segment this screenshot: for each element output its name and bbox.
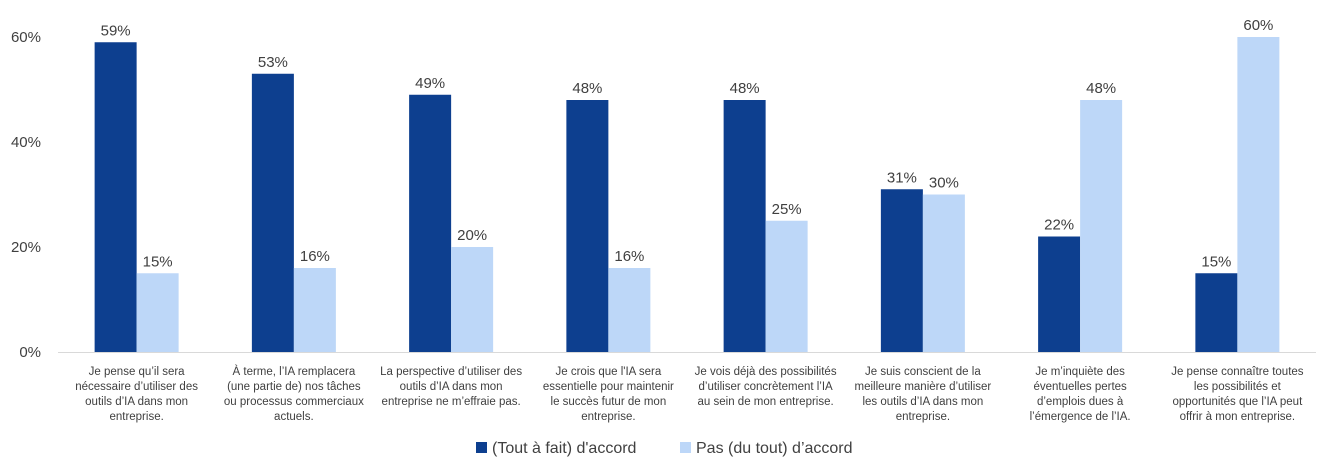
category-label-line: entreprise ne m’effraie pas. xyxy=(382,396,521,408)
data-label: 48% xyxy=(1086,80,1116,97)
category-label: Je pense qu’il sera nécessaire d’utiliser… xyxy=(75,366,198,423)
category-label-line: les outils d’IA dans mon xyxy=(862,396,983,408)
category-label-line: (une partie de) nos tâches xyxy=(227,381,361,393)
bar-disagree xyxy=(136,273,179,352)
data-label: 49% xyxy=(415,75,445,92)
category-label-line: entreprise. xyxy=(896,411,950,423)
bar-disagree xyxy=(608,268,651,352)
bar-disagree xyxy=(1237,37,1280,352)
y-tick-label: 60% xyxy=(11,29,41,46)
y-tick-label: 0% xyxy=(19,344,41,361)
category-label-line: nécessaire d’utiliser des xyxy=(75,381,198,393)
category-label-line: offrir à mon entreprise. xyxy=(1180,411,1295,423)
bar-agree xyxy=(723,100,766,352)
bar-agree xyxy=(1195,273,1238,352)
bar-agree xyxy=(880,189,923,352)
category-label-line: d’utiliser concrètement l’IA xyxy=(699,381,834,393)
y-tick-label: 40% xyxy=(11,134,41,151)
category-label-line: l’émergence de l’IA. xyxy=(1030,411,1131,423)
bar-agree xyxy=(251,73,294,352)
bar-agree xyxy=(1038,236,1081,352)
legend-swatch-disagree xyxy=(680,442,691,453)
category-label: À terme, l’IA remplacera (une partie de) … xyxy=(224,365,364,423)
data-label: 60% xyxy=(1243,17,1273,34)
data-label: 16% xyxy=(300,248,330,265)
legend-label-agree: (Tout à fait) d'accord xyxy=(492,440,636,457)
bar-disagree xyxy=(293,268,336,352)
category-label-line: À terme, l’IA remplacera xyxy=(233,365,356,378)
category-label-line: les possibilités et xyxy=(1194,381,1282,393)
bar-disagree xyxy=(451,247,494,352)
category-label-line: au sein de mon entreprise. xyxy=(698,396,834,408)
legend-label-disagree: Pas (du tout) d’accord xyxy=(696,440,853,457)
data-label: 48% xyxy=(572,80,602,97)
data-label: 15% xyxy=(1201,253,1231,270)
category-label-line: Je m’inquiète des xyxy=(1035,366,1125,378)
data-label: 53% xyxy=(258,54,288,71)
category-label: Je pense connaître toutes les possibilité… xyxy=(1171,366,1304,423)
category-label-line: Je suis conscient de la xyxy=(865,366,981,378)
legend-swatch-agree xyxy=(476,442,487,453)
data-label: 15% xyxy=(143,253,173,270)
category-label-line: Je pense connaître toutes xyxy=(1171,366,1304,378)
category-label-line: le succès futur de mon xyxy=(551,396,667,408)
data-label: 22% xyxy=(1044,217,1074,234)
data-label: 25% xyxy=(772,201,802,218)
data-label: 59% xyxy=(101,22,131,39)
category-label-line: entreprise. xyxy=(109,411,163,423)
bar-disagree xyxy=(1080,100,1123,352)
bar-disagree xyxy=(765,220,808,352)
category-label-line: outils d’IA dans mon xyxy=(400,381,503,393)
category-label-line: Je pense qu’il sera xyxy=(89,366,185,378)
category-label-line: essentielle pour maintenir xyxy=(543,381,674,393)
bar-agree xyxy=(566,100,609,352)
category-label-line: outils d’IA dans mon xyxy=(85,396,188,408)
category-label-line: meilleure manière d’utiliser xyxy=(854,381,991,393)
category-label-line: La perspective d’utiliser des xyxy=(380,366,522,378)
y-tick-label: 20% xyxy=(11,239,41,256)
bar-disagree xyxy=(922,194,965,352)
data-label: 48% xyxy=(730,80,760,97)
data-label: 30% xyxy=(929,175,959,192)
category-label: La perspective d’utiliser des outils d’IA… xyxy=(380,366,522,408)
data-label: 20% xyxy=(457,227,487,244)
category-label-line: opportunités que l’IA peut xyxy=(1172,396,1303,408)
category-label-line: ou processus commerciaux xyxy=(224,396,364,408)
category-label: Je vois déjà des possibilités d’utiliser … xyxy=(695,366,837,408)
bar-agree xyxy=(94,42,137,352)
data-label: 16% xyxy=(614,248,644,265)
category-label: Je crois que l'IA sera essentielle pour m… xyxy=(543,366,674,423)
bar-agree xyxy=(409,94,452,352)
category-label-line: d’emplois dues à xyxy=(1037,396,1124,408)
category-label: Je suis conscient de la meilleure manière… xyxy=(854,366,991,423)
category-label-line: éventuelles pertes xyxy=(1033,381,1127,393)
category-label: Je m’inquiète des éventuelles pertes d’emp… xyxy=(1030,366,1131,423)
category-label-line: Je crois que l'IA sera xyxy=(556,366,662,378)
category-label-line: Je vois déjà des possibilités xyxy=(695,366,837,378)
category-label-line: actuels. xyxy=(274,411,314,423)
category-label-line: entreprise. xyxy=(581,411,635,423)
data-label: 31% xyxy=(887,169,917,186)
